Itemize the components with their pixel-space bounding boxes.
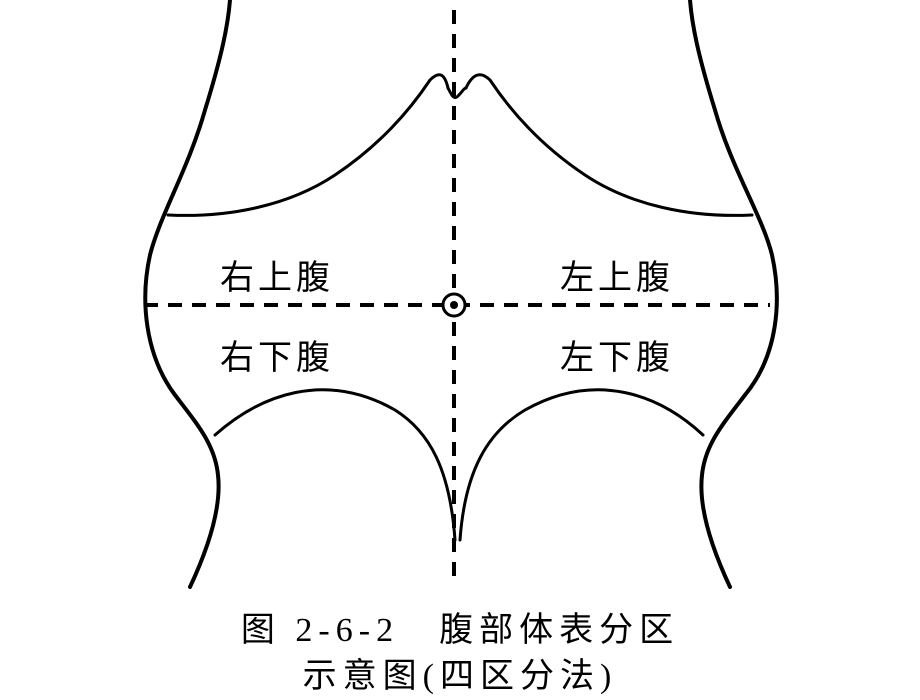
label-right-upper: 右上腹 — [220, 250, 334, 299]
label-left-upper: 左上腹 — [560, 250, 674, 299]
figure-caption: 图 2-6-2 腹部体表分区 示意图(四区分法) — [241, 608, 679, 700]
abdomen-quadrant-diagram: 右上腹 左上腹 右下腹 左下腹 图 2-6-2 腹部体表分区 示意图(四区分法) — [0, 0, 920, 690]
navel-inner-dot — [450, 301, 458, 309]
iliac-curve-left — [215, 390, 455, 540]
iliac-curve-right — [460, 390, 703, 540]
xiphoid-notch — [448, 88, 466, 98]
caption-line-2: 示意图(四区分法) — [303, 658, 618, 695]
torso-right-outline — [690, 0, 777, 587]
torso-left-outline — [145, 0, 230, 587]
diagram-svg — [0, 0, 920, 690]
label-right-lower: 右下腹 — [220, 330, 334, 379]
label-left-lower: 左下腹 — [560, 330, 674, 379]
caption-line-1: 图 2-6-2 腹部体表分区 — [241, 612, 679, 649]
